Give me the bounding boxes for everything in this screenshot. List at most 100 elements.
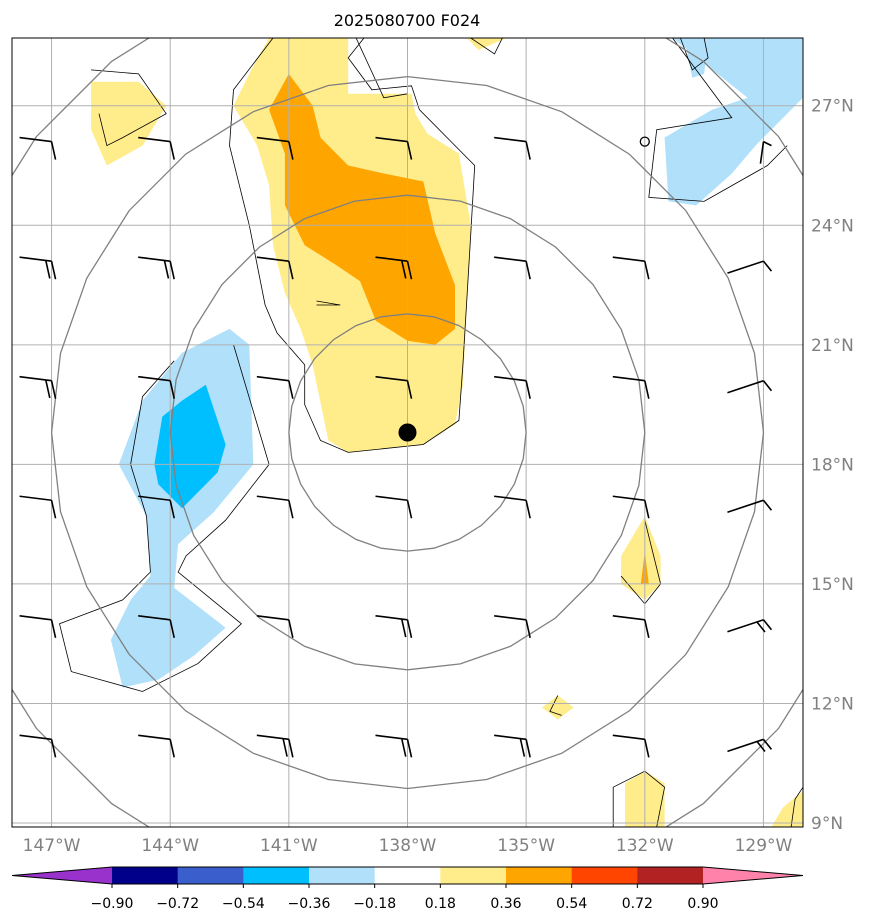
barb-flag [400,260,407,279]
barb-flag [50,141,57,160]
wind-barb-26 [19,614,57,638]
wind-barb-15 [375,375,413,399]
wind-barb-27 [138,614,175,638]
contour-line-8 [316,300,341,306]
wind-barb-11 [727,260,773,274]
barb-flag [406,500,413,519]
storm-center-group [398,423,417,442]
colorbar-tick-label: −0.72 [156,896,199,912]
barb-flag [756,621,766,633]
barb-flag [644,500,650,519]
wind-barb-7 [256,256,294,280]
wind-barb-0 [19,136,57,160]
wind-barb-14 [256,375,294,399]
barb-shaft [494,495,527,502]
barb-shaft [138,614,171,621]
barb-flag [50,380,57,399]
y-tick-label: 21°N [811,336,854,356]
barb-flag [50,739,57,758]
barb-flag [288,500,294,519]
barb-shaft [19,734,52,741]
x-tick-label: 132°W [616,836,674,856]
barb-flag [762,380,773,392]
plot-frame [11,37,804,828]
wind-barb-36 [375,734,413,758]
wind-barb-20 [138,495,175,519]
barb-flag [288,260,294,280]
barb-shaft [19,614,52,621]
barb-shaft [612,734,645,741]
barb-flag [50,619,57,638]
barb-flag [45,260,51,279]
barb-flag [644,619,650,638]
barb-flag [169,260,175,280]
range-ring-1 [169,194,646,671]
y-tick-label: 18°N [811,455,854,475]
colorbar-segment-6 [506,867,573,884]
contour-line-11 [790,786,803,827]
barb-flag [163,260,170,279]
storm-center-marker [398,423,417,442]
colorbar-tick-label: −0.54 [222,896,265,912]
x-tick-label: 138°W [379,836,437,856]
barb-flag [406,260,413,280]
y-tick-label: 27°N [811,97,854,117]
barb-flag [288,141,294,160]
barb-shaft [256,495,289,502]
wind-barb-37 [494,734,531,758]
colorbar-tick-label: 0.18 [425,896,456,912]
barb-flag [50,500,57,519]
wind-barb-31 [612,614,650,638]
wind-barb-16 [494,375,531,399]
x-tick-label: 147°W [23,836,81,856]
barb-flag [762,619,773,631]
x-tick-label: 129°W [735,836,793,856]
contour-line-4 [680,38,709,71]
shaded-regions [91,38,803,827]
barb-flag [288,619,294,638]
wind-barb-1 [138,136,175,160]
wind-barb-28 [256,614,294,638]
barb-flag [406,141,413,160]
colorbar-segment-7 [571,867,638,884]
wind-barb-8 [375,256,413,280]
y-tick-label: 24°N [811,216,854,236]
barb-shaft [494,614,527,621]
contour-line-3 [648,38,788,202]
colorbar-tick-label: 0.54 [556,896,587,912]
colorbar-segment-1 [177,867,244,884]
contour-line-10 [470,38,503,55]
barb-flag [169,141,175,160]
contour-line-7 [549,695,562,716]
y-tick-label: 9°N [811,814,843,834]
barb-shaft [612,495,645,502]
colorbar-segment-0 [112,867,179,884]
barb-flag [763,140,772,147]
barb-shaft [494,256,527,262]
barb-flag [288,380,294,399]
wind-barb-33 [19,734,57,758]
contour-line-1 [91,69,167,147]
colorbar-segment-8 [637,867,704,884]
wind-barb-5 [19,256,57,280]
barb-flag [282,738,288,757]
barb-flag [400,738,407,757]
barb-flag [406,380,413,399]
shaded-region-9 [542,695,574,720]
wind-barb-24 [612,495,650,519]
barb-shaft [138,375,171,382]
barb-flag [45,379,51,399]
wind-barb-35 [256,734,294,758]
wind-barb-23 [494,495,531,519]
barb-flag [525,619,531,638]
barb-flag [525,739,531,758]
y-tick-label: 12°N [811,694,854,714]
barb-shaft [256,375,289,382]
x-tick-label: 144°W [141,836,199,856]
shaded-region-12 [466,38,507,50]
barb-flag [169,619,175,638]
barb-flag [288,739,294,758]
barb-flag [756,740,766,752]
